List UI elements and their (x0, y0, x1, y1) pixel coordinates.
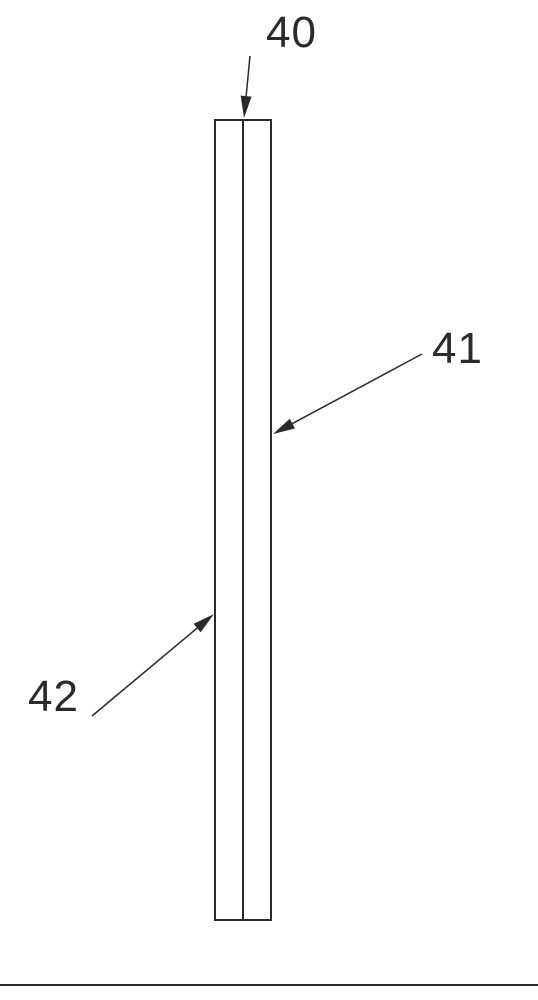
label-42: 42 (28, 672, 79, 722)
label-41: 41 (432, 324, 483, 374)
diagram-canvas (0, 0, 538, 1000)
label-40: 40 (266, 8, 317, 58)
